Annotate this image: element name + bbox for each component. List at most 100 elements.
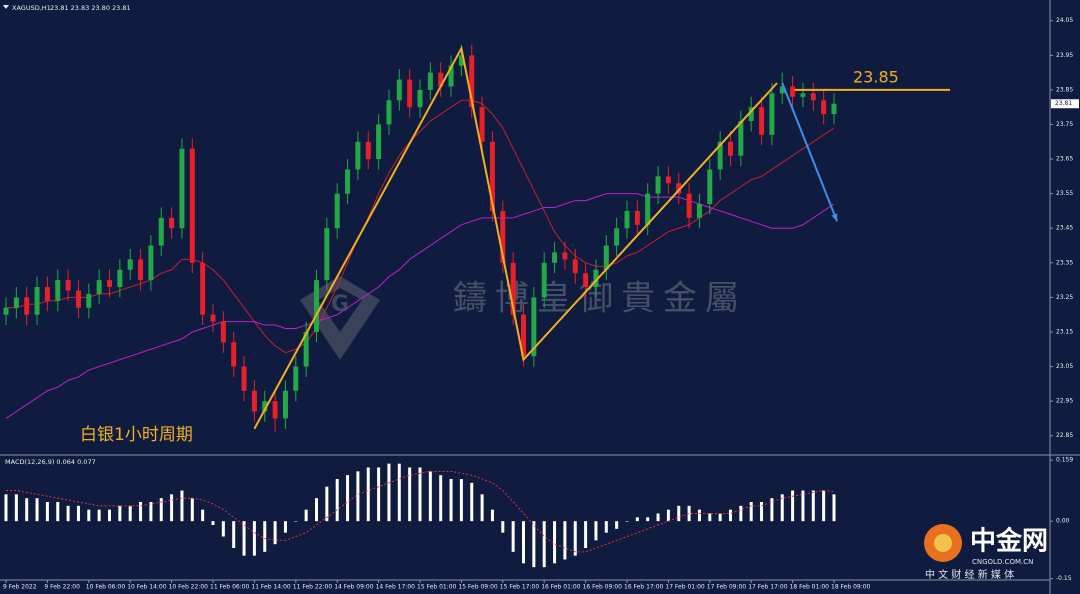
candle-body [479, 107, 485, 142]
candle-body [138, 259, 144, 281]
macd-bar [377, 467, 381, 522]
trend-line [253, 45, 778, 430]
y-tick-label: 23.95 [1056, 52, 1073, 59]
macd-bar [563, 521, 567, 560]
candle-body [24, 297, 30, 315]
macd-bar [687, 505, 691, 522]
candle-body [314, 280, 319, 332]
y-tick-label: 23.75 [1056, 121, 1073, 128]
macd-bar [791, 490, 795, 522]
brand-site: CNGOLD.COM.CN [972, 558, 1033, 566]
candle-body [324, 228, 330, 281]
candle-body [583, 273, 589, 288]
x-tick-label: 16 Feb 01:00 [541, 584, 581, 591]
y-tick-label: 23.25 [1056, 294, 1073, 301]
candle-body [686, 193, 692, 218]
macd-bar [304, 509, 308, 522]
macd-bar [646, 517, 650, 522]
macd-bar [697, 509, 701, 522]
candle-body [376, 124, 382, 160]
macd-bar [832, 494, 836, 522]
macd-bar [211, 521, 215, 525]
macd-bar [14, 494, 18, 522]
x-tick-label: 14 Feb 17:00 [376, 584, 416, 591]
macd-bar [87, 509, 91, 522]
brand-logo: 中金网 CNGOLD.COM.CN 中 文 财 经 新 媒 体 [924, 524, 1048, 581]
candle-body [282, 390, 288, 419]
candle-body [603, 245, 609, 270]
macd-bar [439, 475, 443, 522]
y-tick-label: 0.00 [1056, 518, 1070, 525]
candle-body [293, 366, 299, 391]
candle-body [417, 89, 423, 108]
macd-bar [45, 502, 49, 522]
price-box [1051, 99, 1079, 109]
macd-bar [780, 494, 784, 522]
macd-bar [263, 521, 267, 552]
y-tick-label: 23.65 [1056, 156, 1073, 163]
ohlc-header: 23.81 23.83 23.80 23.81 [50, 4, 131, 12]
macd-bar [139, 502, 143, 522]
candle-body [800, 93, 806, 97]
macd-bar [128, 505, 132, 522]
candle-body [96, 280, 102, 294]
macd-bar [221, 521, 225, 537]
candle-body [345, 169, 351, 194]
candle-body [86, 293, 92, 308]
macd-bar [635, 517, 639, 522]
candle-body [748, 107, 754, 122]
macd-bar [656, 513, 660, 522]
candle-body [65, 280, 71, 291]
macd-bar [273, 521, 277, 545]
moving-average [6, 99, 835, 354]
signal-line [6, 470, 835, 553]
header-icon [3, 5, 9, 9]
candle-body [645, 193, 651, 225]
candle-body [438, 72, 444, 87]
x-tick-label: 10 Feb 22:00 [169, 584, 209, 591]
brand-name: 中金网 [970, 526, 1048, 557]
candle-body [272, 401, 278, 419]
trend-line [781, 82, 839, 222]
y-tick-label: 23.85 [1056, 86, 1073, 93]
macd-bar [522, 521, 525, 564]
macd-bar [542, 521, 546, 568]
macd-bar [387, 463, 391, 522]
brand-slogan: 中 文 财 经 新 媒 体 [925, 568, 1014, 581]
candle-body [707, 169, 713, 205]
candle-body [521, 314, 526, 357]
level-label: 23.85 [853, 68, 899, 87]
candle-body [717, 141, 723, 170]
candle-body [407, 79, 413, 108]
macd-bar [480, 494, 484, 522]
symbol: XAGUSD,H1 [12, 4, 51, 12]
x-tick-label: 17 Feb 01:00 [665, 584, 705, 591]
candle-body [251, 390, 257, 412]
candle-body [179, 148, 185, 229]
candle-body [365, 141, 371, 160]
macd-bar [397, 463, 401, 522]
candle-body [469, 55, 475, 108]
candle-body [220, 321, 226, 343]
candle-body [386, 100, 392, 125]
macd-bar [573, 521, 577, 556]
candle-body [489, 141, 495, 211]
macd-bar [677, 505, 681, 522]
candle-body [541, 262, 547, 298]
x-tick-label: 18 Feb 09:00 [831, 584, 871, 591]
macd-bar [729, 509, 732, 522]
y-tick-label: 23.35 [1056, 259, 1073, 266]
candle-body [510, 262, 516, 315]
macd-bar [4, 494, 8, 522]
macd-bar [428, 471, 432, 522]
macd-bar [170, 494, 174, 522]
macd-bar [501, 521, 505, 533]
macd-bar [594, 521, 598, 541]
y-tick-label: 0.159 [1056, 457, 1073, 464]
indicator-label: MACD(12,26,9) 0.064 0.077 [5, 458, 96, 466]
macd-bar [356, 471, 360, 522]
macd-bar [459, 479, 463, 522]
annotation: 白银1小时周期 [80, 425, 193, 445]
macd-bar [97, 509, 101, 522]
